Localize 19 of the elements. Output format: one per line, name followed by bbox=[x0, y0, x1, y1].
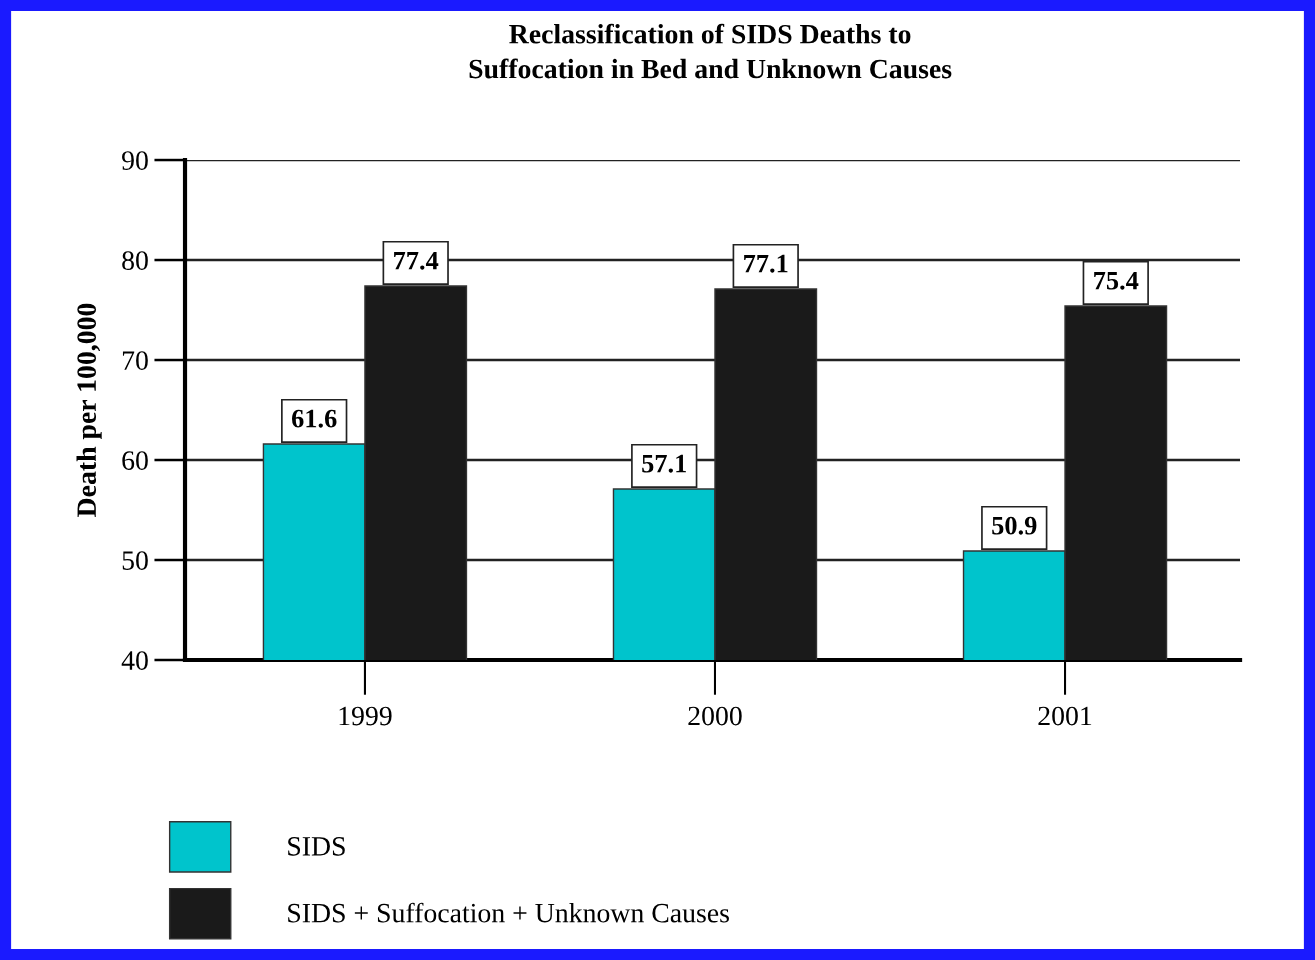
y-tick-label: 40 bbox=[121, 651, 148, 670]
data-label: 50.9 bbox=[992, 516, 1037, 535]
data-label: 77.1 bbox=[744, 254, 788, 273]
y-tick-label: 90 bbox=[122, 151, 148, 170]
x-tick-label: 2001 bbox=[1038, 706, 1092, 726]
legend-label: SIDS bbox=[288, 837, 345, 856]
y-tick-label: 50 bbox=[122, 551, 148, 570]
y-tick-label: 80 bbox=[122, 251, 148, 270]
data-label: 61.6 bbox=[292, 409, 337, 428]
y-axis-title: Death per 100,000 bbox=[76, 303, 102, 517]
y-tick-label: 70 bbox=[122, 351, 148, 370]
data-label: 75.4 bbox=[1094, 271, 1139, 290]
data-label: 77.4 bbox=[394, 251, 439, 270]
chart-title: Reclassification of SIDS Deaths to Suffocation in Bed and Unknown Causes bbox=[469, 23, 952, 79]
x-tick-label: 1999 bbox=[339, 706, 392, 726]
y-tick-label: 60 bbox=[122, 451, 148, 470]
x-tick-label: 2000 bbox=[688, 706, 742, 726]
data-label: 57.1 bbox=[642, 454, 686, 473]
legend-label: SIDS + Suffocation + Unknown Causes bbox=[288, 902, 729, 923]
